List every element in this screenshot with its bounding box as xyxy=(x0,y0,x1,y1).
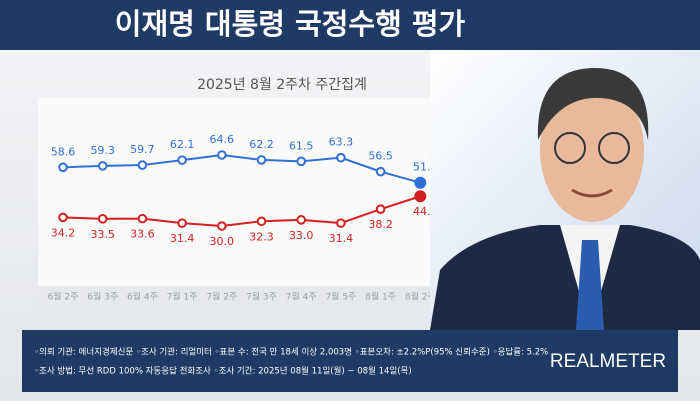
value-label: 31.4 xyxy=(170,232,195,245)
data-point xyxy=(256,216,267,227)
series-line xyxy=(62,153,421,184)
data-point xyxy=(58,212,68,223)
x-tick-label: 8월 2주 xyxy=(405,291,436,303)
data-point xyxy=(137,160,148,170)
data-point xyxy=(414,176,427,189)
value-label: 61.5 xyxy=(289,139,314,152)
logo: REALMETER xyxy=(550,351,666,372)
x-tick-label: 7월 3주 xyxy=(246,291,277,303)
value-label: 32.3 xyxy=(249,230,274,243)
value-label: 62.2 xyxy=(249,138,274,151)
x-tick-label: 6월 4주 xyxy=(127,291,158,303)
chart-title: 이재명 대통령 국정수행 평가 xyxy=(115,7,466,41)
footer-note: ◦의뢰 기관: 에너지경제신문 ◦조사 기관: 리얼미터 ◦표본 수: 전국 만… xyxy=(34,347,548,358)
title-bar xyxy=(0,0,700,50)
value-label: 34.2 xyxy=(51,226,76,239)
value-label: 59.7 xyxy=(130,143,155,156)
portrait xyxy=(430,50,700,330)
x-tick-label: 7월 4주 xyxy=(286,291,317,303)
x-tick-label: 8월 1주 xyxy=(365,291,396,303)
footer-box xyxy=(22,330,678,392)
data-point xyxy=(177,218,187,228)
tie xyxy=(576,240,604,330)
data-point xyxy=(256,155,267,165)
face xyxy=(540,78,644,222)
value-label: 30.0 xyxy=(210,235,235,248)
value-label: 64.6 xyxy=(210,133,235,146)
value-label: 56.5 xyxy=(368,150,393,163)
value-label: 33.5 xyxy=(90,228,115,241)
data-point xyxy=(137,213,148,224)
data-point xyxy=(375,204,386,214)
data-point xyxy=(296,215,307,225)
category-band xyxy=(38,286,533,308)
chart-subtitle: 2025년 8월 2주차 주간집계 xyxy=(197,77,367,93)
x-tick-label: 7월 5주 xyxy=(325,291,356,303)
value-label: 58.6 xyxy=(51,145,76,158)
data-point xyxy=(97,214,108,224)
value-label: 62.1 xyxy=(170,138,195,151)
glasses xyxy=(554,132,586,164)
x-tick-label: 7월 2주 xyxy=(206,291,237,303)
data-point xyxy=(375,166,386,177)
data-point xyxy=(336,218,346,228)
suit xyxy=(430,225,700,330)
value-label: 33.0 xyxy=(289,229,314,242)
data-point xyxy=(296,156,307,167)
x-tick-label: 6월 2주 xyxy=(48,291,79,303)
data-point xyxy=(177,155,187,165)
value-label: 31.4 xyxy=(329,232,354,245)
data-point xyxy=(414,190,427,203)
footer-note: ◦조사 방법: 무선 RDD 100% 자동응답 전화조사 ◦조사 기간: 20… xyxy=(34,366,412,377)
glasses xyxy=(598,132,630,164)
series-line xyxy=(62,195,421,228)
data-point xyxy=(58,162,68,173)
value-label: 63.3 xyxy=(329,136,354,149)
x-tick-label: 7월 1주 xyxy=(167,291,198,303)
data-point xyxy=(217,150,227,160)
hair xyxy=(537,67,649,140)
value-label: 59.3 xyxy=(90,144,115,157)
x-tick-label: 6월 3주 xyxy=(87,291,118,303)
value-label: 38.2 xyxy=(368,218,393,231)
data-point xyxy=(217,221,227,231)
data-point xyxy=(336,152,346,163)
smile xyxy=(571,188,613,198)
data-point xyxy=(97,161,108,171)
value-label: 33.6 xyxy=(130,228,155,241)
